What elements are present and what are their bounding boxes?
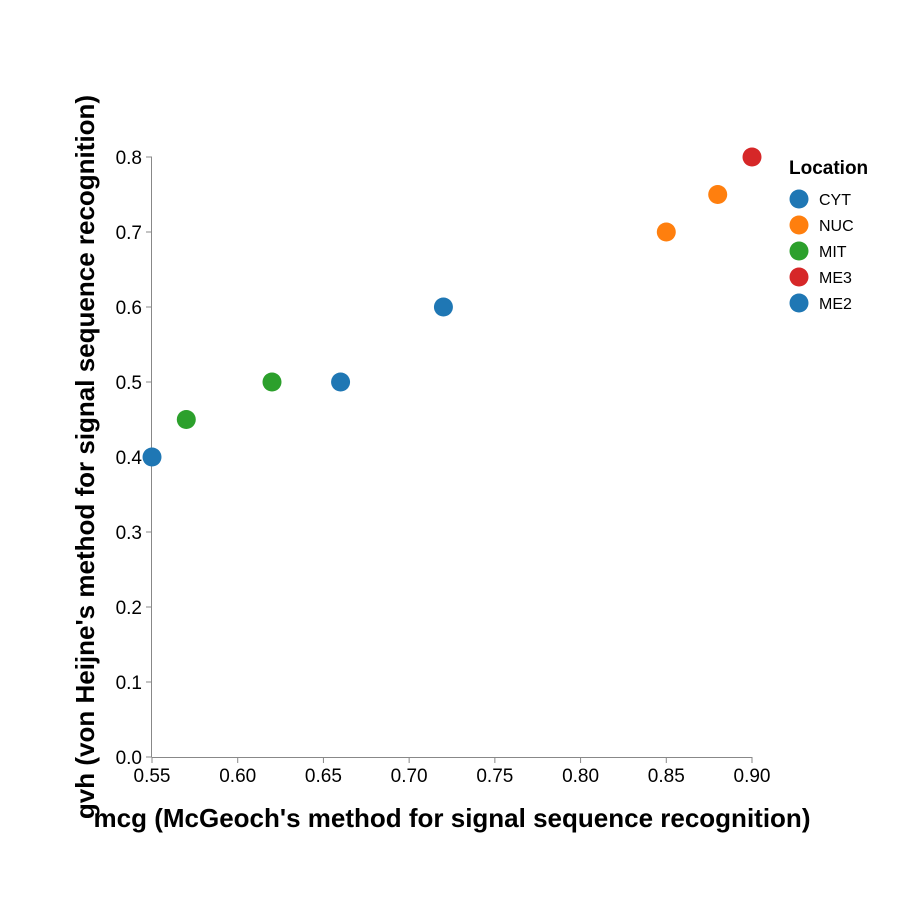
x-axis-title: mcg (McGeoch's method for signal sequenc… bbox=[94, 803, 811, 833]
data-point-mit bbox=[176, 410, 196, 429]
y-tick-label: 0.5 bbox=[116, 373, 142, 394]
legend-label-me3: ME3 bbox=[819, 270, 852, 287]
x-tick-label: 0.85 bbox=[648, 766, 685, 787]
x-tick-label: 0.65 bbox=[305, 766, 342, 787]
data-point-cyt bbox=[331, 372, 351, 392]
data-point-mit bbox=[262, 372, 282, 392]
x-tick-label: 0.60 bbox=[219, 766, 256, 787]
y-tick-label: 0.8 bbox=[116, 148, 142, 169]
y-tick-label: 0.0 bbox=[116, 748, 142, 769]
legend-label-mit: MIT bbox=[819, 244, 847, 261]
legend-swatch-nuc bbox=[789, 215, 809, 235]
data-point-cyt bbox=[142, 447, 162, 467]
data-point-nuc bbox=[708, 185, 728, 204]
legend: Location CYT NUC MIT ME3 ME2 bbox=[789, 158, 868, 313]
axes: 0.55 0.60 0.65 0.70 0.75 0.80 0.85 0.90 0.0 0.1 0.… bbox=[116, 148, 771, 787]
y-axis-title: gvh (von Heijne's method for signal sequ… bbox=[70, 95, 100, 819]
x-tick-label: 0.80 bbox=[562, 766, 599, 787]
data-point-nuc bbox=[656, 222, 676, 242]
legend-title: Location bbox=[789, 158, 868, 179]
y-tick-label: 0.2 bbox=[116, 598, 142, 619]
data-points bbox=[142, 147, 762, 467]
legend-label-nuc: NUC bbox=[819, 218, 854, 235]
legend-swatch-mit bbox=[789, 241, 809, 261]
x-tick-label: 0.55 bbox=[134, 766, 171, 787]
y-tick-label: 0.4 bbox=[116, 448, 143, 469]
legend-swatch-cyt bbox=[789, 189, 809, 209]
x-tick-label: 0.75 bbox=[476, 766, 513, 787]
y-tick-label: 0.3 bbox=[116, 523, 142, 544]
y-tick-label: 0.1 bbox=[116, 673, 142, 694]
data-point-me3 bbox=[742, 147, 762, 167]
data-point-me2 bbox=[433, 297, 453, 317]
y-tick-label: 0.7 bbox=[116, 223, 142, 244]
y-tick-label: 0.6 bbox=[116, 298, 142, 319]
legend-label-me2: ME2 bbox=[819, 296, 852, 313]
x-tick-label: 0.70 bbox=[391, 766, 428, 787]
legend-swatch-me3 bbox=[789, 267, 809, 287]
legend-swatch-me2 bbox=[789, 293, 809, 313]
x-tick-label: 0.90 bbox=[734, 766, 771, 787]
legend-label-cyt: CYT bbox=[819, 192, 851, 209]
